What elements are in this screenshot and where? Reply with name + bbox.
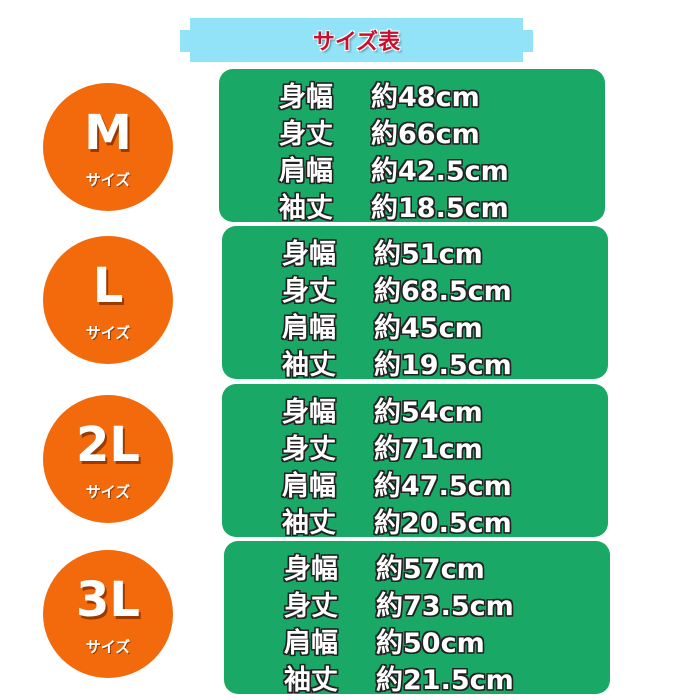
measurement-label: 身丈	[282, 276, 336, 307]
measurement-label: 肩幅	[284, 628, 338, 659]
measurement-row: 身幅 約48cm	[279, 75, 480, 113]
size-name: L	[92, 258, 124, 314]
measurement-value: 約20.5cm	[374, 508, 512, 539]
measurement-value: 約42.5cm	[371, 156, 509, 187]
measurement-card-3l: 身幅 約57cm 身丈 約73.5cm 肩幅 約50cm 袖丈 約21.5cm	[224, 541, 610, 696]
measurement-value: 約47.5cm	[374, 471, 512, 502]
title-banner: サイズ表	[180, 18, 533, 62]
measurement-value: 約51cm	[374, 239, 483, 270]
size-badge-2l: 2L サイズ	[43, 395, 173, 523]
measurement-value: 約21.5cm	[376, 665, 514, 696]
size-name: 3L	[76, 572, 140, 628]
measurement-row: 肩幅 約42.5cm	[279, 149, 509, 187]
measurement-label: 肩幅	[282, 471, 336, 502]
measurement-row: 身丈 約71cm	[282, 427, 483, 465]
measurement-row: 肩幅 約47.5cm	[282, 464, 512, 502]
measurement-label: 袖丈	[282, 350, 336, 381]
measurement-value: 約18.5cm	[371, 193, 509, 224]
measurement-row: 袖丈 約21.5cm	[284, 658, 514, 696]
measurement-value: 約45cm	[374, 313, 483, 344]
measurement-row: 身丈 約73.5cm	[284, 584, 514, 622]
size-suffix: サイズ	[85, 171, 131, 189]
measurement-value: 約54cm	[374, 397, 483, 428]
measurement-card-m: 身幅 約48cm 身丈 約66cm 肩幅 約42.5cm 袖丈 約18.5cm	[219, 69, 605, 224]
size-suffix: サイズ	[85, 638, 131, 656]
measurement-label: 身幅	[284, 554, 338, 585]
measurement-row: 袖丈 約19.5cm	[282, 343, 512, 381]
size-badge-m: M サイズ	[43, 83, 173, 211]
measurement-row: 身幅 約54cm	[282, 390, 483, 428]
measurement-label: 袖丈	[282, 508, 336, 539]
measurement-value: 約19.5cm	[374, 350, 512, 381]
measurement-value: 約73.5cm	[376, 591, 514, 622]
page-title: サイズ表	[312, 30, 401, 55]
size-name: M	[84, 105, 132, 161]
measurement-label: 身丈	[279, 119, 333, 150]
measurement-label: 身丈	[282, 434, 336, 465]
size-suffix: サイズ	[85, 324, 131, 342]
measurement-label: 袖丈	[284, 665, 338, 696]
measurement-label: 身丈	[284, 591, 338, 622]
measurement-value: 約68.5cm	[374, 276, 512, 307]
measurement-row: 肩幅 約50cm	[284, 621, 485, 659]
measurement-row: 肩幅 約45cm	[282, 306, 483, 344]
measurement-value: 約71cm	[374, 434, 483, 465]
measurement-label: 身幅	[279, 82, 333, 113]
measurement-card-2l: 身幅 約54cm 身丈 約71cm 肩幅 約47.5cm 袖丈 約20.5cm	[222, 384, 608, 539]
measurement-row: 袖丈 約20.5cm	[282, 501, 512, 539]
measurement-label: 身幅	[282, 397, 336, 428]
measurement-row: 身幅 約57cm	[284, 547, 485, 585]
size-suffix: サイズ	[85, 483, 131, 501]
measurement-row: 身丈 約66cm	[279, 112, 480, 150]
measurement-label: 肩幅	[279, 156, 333, 187]
measurement-value: 約48cm	[371, 82, 480, 113]
measurement-card-l: 身幅 約51cm 身丈 約68.5cm 肩幅 約45cm 袖丈 約19.5cm	[222, 226, 608, 381]
measurement-value: 約57cm	[376, 554, 485, 585]
measurement-label: 身幅	[282, 239, 336, 270]
measurement-value: 約66cm	[371, 119, 480, 150]
size-badge-3l: 3L サイズ	[43, 550, 173, 678]
measurement-row: 袖丈 約18.5cm	[279, 186, 509, 224]
size-badge-l: L サイズ	[43, 236, 173, 364]
measurement-row: 身丈 約68.5cm	[282, 269, 512, 307]
measurement-label: 袖丈	[279, 193, 333, 224]
size-name: 2L	[76, 417, 140, 473]
measurement-value: 約50cm	[376, 628, 485, 659]
measurement-row: 身幅 約51cm	[282, 232, 483, 270]
measurement-label: 肩幅	[282, 313, 336, 344]
